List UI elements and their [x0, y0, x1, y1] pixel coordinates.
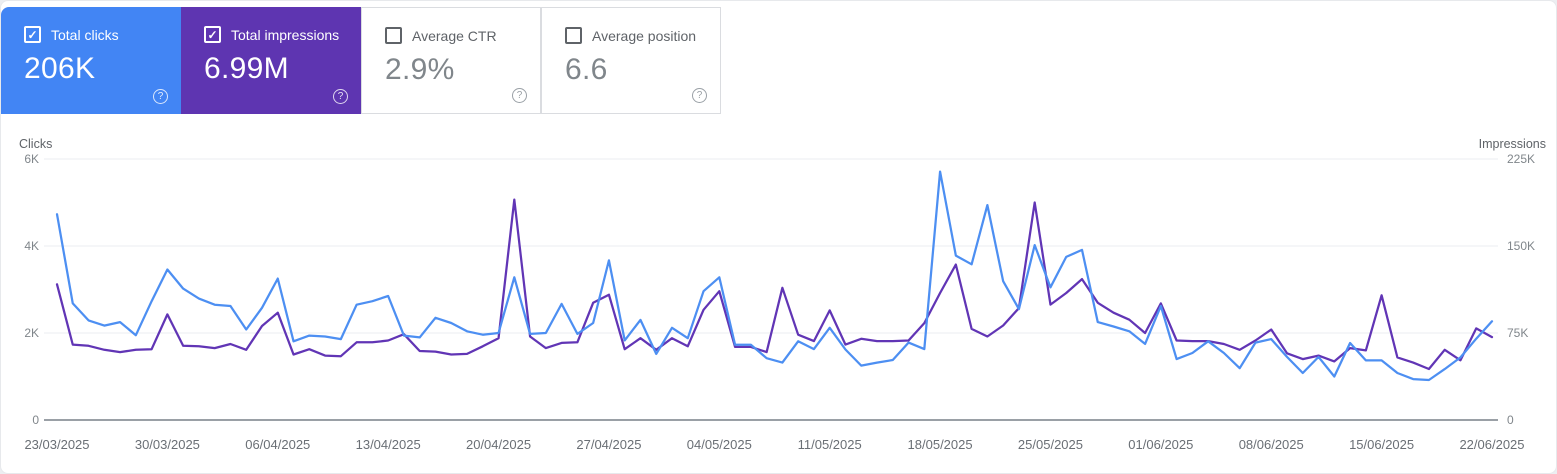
left-axis-title: Clicks [19, 137, 52, 151]
average-position-checkbox[interactable] [565, 27, 582, 44]
card-value: 6.6 [565, 53, 608, 86]
y-axis-tick-left: 2K [24, 326, 39, 340]
y-axis-tick-left: 6K [24, 152, 39, 166]
card-value: 206K [24, 52, 96, 85]
impressions-line [55, 198, 1494, 371]
x-axis-label: 15/06/2025 [1349, 437, 1414, 452]
x-axis-label: 27/04/2025 [576, 437, 641, 452]
card-header: Average position [542, 8, 720, 44]
y-axis-tick-left: 4K [24, 239, 39, 253]
card-header: ✓ Total clicks [1, 7, 181, 43]
x-axis-label: 01/06/2025 [1128, 437, 1193, 452]
card-label: Total clicks [51, 26, 119, 43]
metric-card-average-ctr[interactable]: Average CTR 2.9%? [361, 7, 541, 114]
metric-card-average-position[interactable]: Average position 6.6? [541, 7, 721, 114]
x-axis-label: 11/05/2025 [798, 437, 862, 452]
average-ctr-checkbox[interactable] [385, 27, 402, 44]
help-icon[interactable]: ? [333, 89, 348, 104]
x-axis-label: 18/05/2025 [908, 437, 973, 452]
x-axis-label: 22/06/2025 [1459, 437, 1524, 452]
help-icon[interactable]: ? [512, 88, 527, 103]
right-axis-title: Impressions [1479, 137, 1546, 151]
x-axis-label: 25/05/2025 [1018, 437, 1083, 452]
x-axis-label: 23/03/2025 [24, 437, 89, 452]
card-label: Average position [592, 27, 697, 44]
metric-card-total-impressions[interactable]: ✓ Total impressions 6.99M? [181, 7, 361, 114]
card-header: Average CTR [362, 8, 540, 44]
x-axis-label: 13/04/2025 [356, 437, 421, 452]
card-value: 2.9% [385, 53, 455, 86]
performance-chart[interactable]: 0 0 2K 75K 4K 150K 6K 225K Clicks Impressions 23/0… [1, 114, 1557, 474]
y-axis-tick-right: 150K [1507, 239, 1535, 253]
total-clicks-checkbox[interactable]: ✓ [24, 26, 41, 43]
metric-card-total-clicks[interactable]: ✓ Total clicks 206K? [1, 7, 181, 114]
x-axis-label: 20/04/2025 [466, 437, 531, 452]
y-axis-tick-right: 225K [1507, 152, 1535, 166]
card-label: Total impressions [231, 26, 340, 43]
clicks-line [55, 170, 1494, 382]
total-impressions-checkbox[interactable]: ✓ [204, 26, 221, 43]
help-icon[interactable]: ? [692, 88, 707, 103]
metric-cards-row: ✓ Total clicks 206K? ✓ Total impressions 6.99… [1, 7, 721, 114]
y-axis-tick-right: 75K [1507, 326, 1528, 340]
y-axis-tick-left: 0 [32, 413, 39, 427]
x-axis-label: 04/05/2025 [687, 437, 752, 452]
x-axis-label: 08/06/2025 [1239, 437, 1304, 452]
x-axis-label: 30/03/2025 [135, 437, 200, 452]
help-icon[interactable]: ? [153, 89, 168, 104]
card-header: ✓ Total impressions [181, 7, 361, 43]
y-axis-tick-right: 0 [1507, 413, 1514, 427]
card-label: Average CTR [412, 27, 497, 44]
x-axis-label: 06/04/2025 [245, 437, 310, 452]
card-value: 6.99M [204, 52, 289, 85]
